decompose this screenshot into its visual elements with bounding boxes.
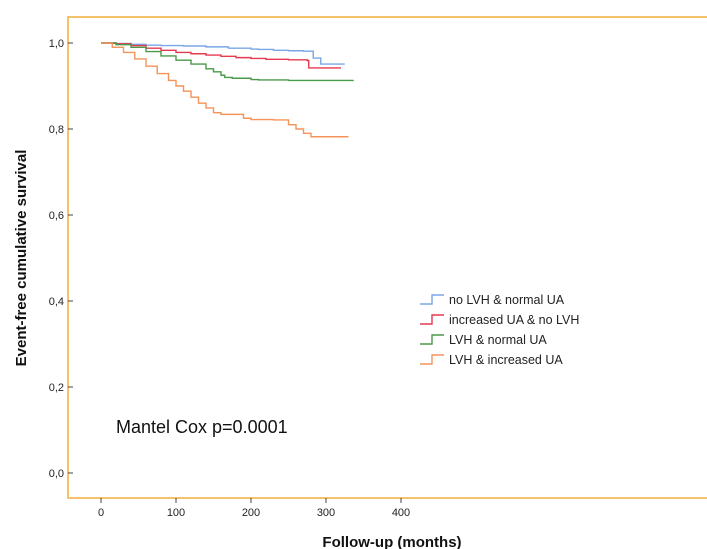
- legend: no LVH & normal UA increased UA & no LVH L…: [420, 293, 579, 367]
- y-tick-label: 0,2: [49, 382, 64, 394]
- series-line-2: [101, 42, 341, 69]
- legend-swatch: [420, 334, 444, 345]
- series-line-4: [101, 42, 349, 138]
- x-axis-ticks: 0 100 200 300 400: [98, 498, 410, 519]
- series-line-3: [101, 42, 354, 82]
- x-tick-label: 0: [98, 507, 104, 519]
- x-tick-label: 100: [167, 507, 185, 519]
- legend-swatch: [420, 294, 444, 305]
- survival-curves: [101, 42, 354, 138]
- x-axis-title: Follow-up (months): [322, 534, 461, 549]
- y-tick-label: 0,0: [49, 468, 64, 480]
- legend-label: LVH & normal UA: [449, 333, 547, 347]
- legend-swatch: [420, 354, 444, 365]
- legend-label: no LVH & normal UA: [449, 293, 565, 307]
- y-tick-label: 0,4: [49, 296, 64, 308]
- y-tick-label: 1,0: [49, 38, 64, 50]
- legend-label: LVH & increased UA: [449, 353, 563, 367]
- x-tick-label: 300: [317, 507, 335, 519]
- y-tick-label: 0,6: [49, 210, 64, 222]
- y-axis-title: Event-free cumulative survival: [13, 150, 30, 367]
- y-axis-ticks: 0,0 0,2 0,4 0,6 0,8 1,0: [49, 38, 73, 480]
- x-tick-label: 400: [392, 507, 410, 519]
- plot-frame: [67, 16, 707, 499]
- y-tick-label: 0,8: [49, 124, 64, 136]
- legend-label: increased UA & no LVH: [449, 313, 579, 327]
- mantel-cox-annotation: Mantel Cox p=0.0001: [116, 417, 288, 437]
- legend-swatch: [420, 314, 444, 325]
- series-line-1: [101, 42, 345, 65]
- x-tick-label: 200: [242, 507, 260, 519]
